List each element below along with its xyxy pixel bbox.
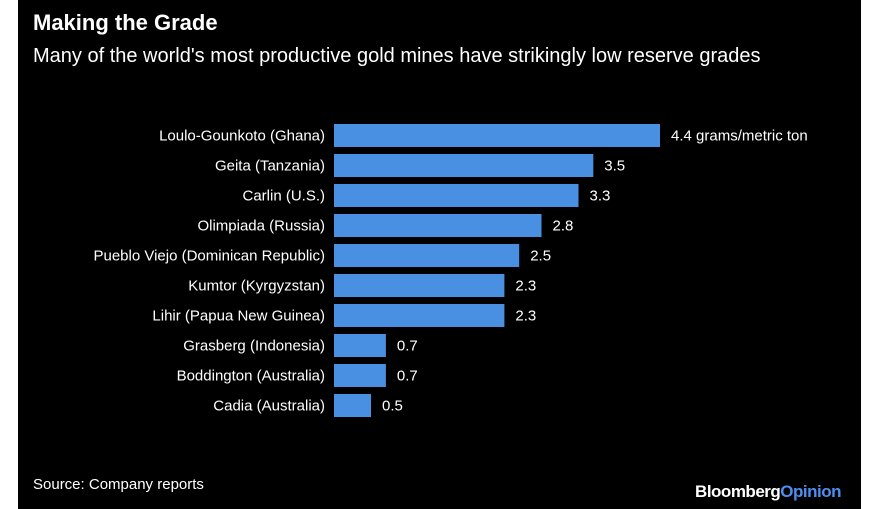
chart-panel: Making the Grade Many of the world's mos… (18, 0, 861, 509)
source-note: Source: Company reports (33, 476, 204, 493)
category-label: Loulo-Gounkoto (Ghana) (159, 128, 325, 145)
bar (334, 364, 386, 387)
bar (334, 274, 505, 297)
category-label: Carlin (U.S.) (242, 188, 325, 205)
category-label: Boddington (Australia) (177, 368, 325, 385)
category-label: Pueblo Viejo (Dominican Republic) (93, 248, 325, 265)
value-label: 0.7 (397, 338, 418, 355)
category-label: Olimpiada (Russia) (197, 218, 325, 235)
brand-logo: BloombergOpinion (695, 482, 841, 502)
bar (334, 334, 386, 357)
bar (334, 184, 579, 207)
brand-secondary: Opinion (780, 482, 841, 501)
value-label: 3.5 (604, 158, 625, 175)
value-label: 0.5 (382, 398, 403, 415)
bar (334, 304, 505, 327)
bar (334, 394, 371, 417)
category-label: Lihir (Papua New Guinea) (152, 308, 325, 325)
brand-primary: Bloomberg (695, 482, 781, 501)
bar (334, 154, 594, 177)
category-label: Kumtor (Kyrgyzstan) (188, 278, 325, 295)
value-label: 4.4 grams/metric ton (671, 128, 808, 145)
value-label: 2.8 (553, 218, 574, 235)
value-label: 0.7 (397, 368, 418, 385)
bar (334, 124, 660, 147)
value-label: 2.3 (515, 308, 536, 325)
value-label: 3.3 (590, 188, 611, 205)
category-label: Cadia (Australia) (213, 398, 325, 415)
bar (334, 244, 520, 267)
value-label: 2.5 (530, 248, 551, 265)
value-label: 2.3 (515, 278, 536, 295)
category-label: Geita (Tanzania) (215, 158, 325, 175)
chart-title: Making the Grade (33, 10, 218, 35)
bar (334, 214, 542, 237)
chart-subtitle: Many of the world's most productive gold… (33, 45, 761, 67)
bar-chart: Loulo-Gounkoto (Ghana) 4.4 grams/metric t… (93, 124, 808, 417)
category-label: Grasberg (Indonesia) (183, 338, 325, 355)
